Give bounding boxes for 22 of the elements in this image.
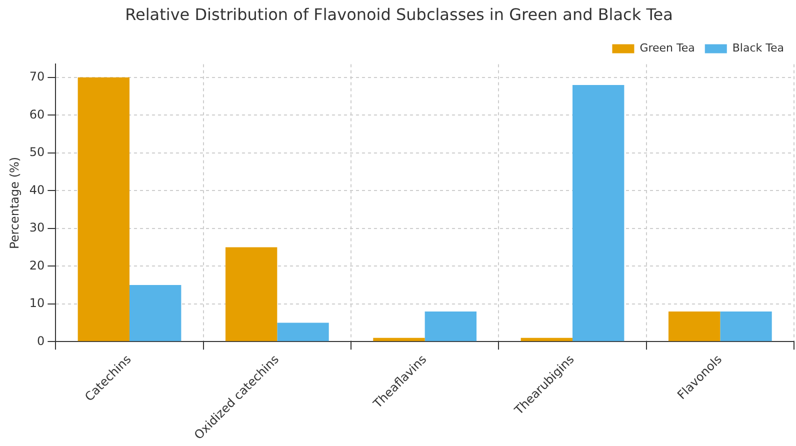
y-tick-label: 30 xyxy=(29,220,45,235)
bar xyxy=(373,338,425,342)
y-tick-label: 20 xyxy=(29,258,45,272)
legend-label: Green Tea xyxy=(640,42,695,55)
bar xyxy=(520,338,572,342)
chart-title: Relative Distribution of Flavonoid Subclasses in Green and Black Tea xyxy=(125,4,673,24)
y-axis-title: Percentage (%) xyxy=(7,156,22,249)
y-tick-label: 50 xyxy=(29,145,45,160)
legend-label: Black Tea xyxy=(732,42,784,55)
y-tick-label: 70 xyxy=(29,70,45,84)
y-tick-label: 40 xyxy=(29,182,45,197)
y-tick-label: 0 xyxy=(37,334,45,348)
bar xyxy=(277,322,329,342)
bar xyxy=(572,84,624,342)
bar xyxy=(130,285,182,342)
y-tick-label: 60 xyxy=(29,107,45,122)
bar xyxy=(225,247,278,342)
bar xyxy=(668,311,720,342)
bar xyxy=(720,311,772,342)
y-tick-label: 10 xyxy=(29,296,45,310)
bar xyxy=(424,311,477,342)
bar xyxy=(78,77,130,342)
